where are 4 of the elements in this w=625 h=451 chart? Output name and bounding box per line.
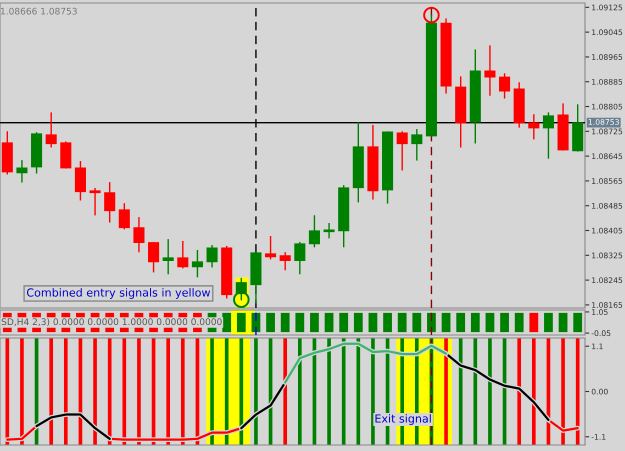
- annotation: Exit signal: [375, 414, 431, 425]
- annotation: 1.08666 1.08753: [0, 8, 77, 15]
- annotation: Combined entry signals in yellow: [26, 288, 210, 299]
- text: SD,H4 2,3) 0.0000 0.0000 1.0000 0.0000 0.0000: [2, 318, 222, 326]
